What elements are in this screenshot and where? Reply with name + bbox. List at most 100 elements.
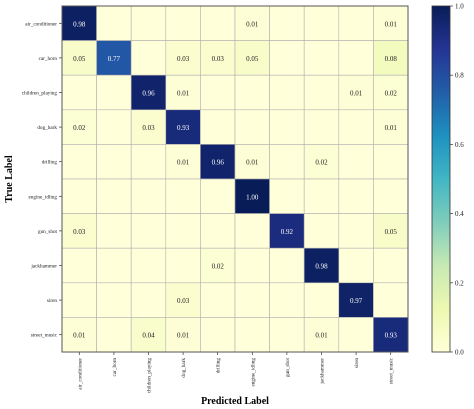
colorbar-tick-label: 0.8 — [455, 72, 464, 80]
heatmap-cell — [303, 74, 340, 111]
x-tick-label: siren — [354, 358, 360, 368]
heatmap-cell — [96, 109, 132, 145]
cell-value-label: 0.93 — [385, 332, 398, 340]
cell-value-label: 0.03 — [73, 228, 86, 236]
heatmap-cell — [96, 144, 132, 180]
x-tick-label: car_horn — [112, 358, 118, 377]
heatmap-cell — [234, 74, 270, 111]
heatmap-cell — [200, 178, 236, 214]
heatmap-cell — [61, 5, 97, 41]
heatmap-cell — [96, 282, 132, 318]
y-tick-label: car_horn — [39, 56, 58, 62]
heatmap-cell — [61, 282, 97, 318]
heatmap-cell — [61, 178, 97, 214]
heatmap-cell — [165, 282, 201, 318]
heatmap-cell — [130, 5, 167, 41]
x-tick-label: air_conditioner — [77, 358, 83, 390]
heatmap-cell — [200, 247, 236, 284]
heatmap-cell — [338, 40, 374, 76]
heatmap-cell — [303, 178, 340, 214]
heatmap-cell — [200, 5, 236, 41]
heatmap-cell — [234, 178, 270, 214]
heatmap-cell — [130, 247, 167, 284]
heatmap-cell — [165, 213, 201, 249]
heatmap-cell — [338, 5, 374, 41]
heatmap-cell — [234, 247, 270, 284]
heatmap-cell — [96, 213, 132, 249]
y-tick-label: dog_bark — [37, 125, 57, 131]
heatmap-cell — [373, 5, 409, 41]
heatmap-cell — [130, 178, 167, 214]
heatmap-cell — [130, 213, 167, 249]
heatmap-cell — [200, 74, 236, 111]
heatmap-cell — [373, 109, 409, 145]
heatmap-cell — [373, 317, 409, 353]
heatmap-cell — [96, 317, 132, 353]
cell-value-label: 0.93 — [177, 124, 190, 132]
heatmap-cell — [269, 74, 305, 111]
x-tick-label: children_playing — [147, 358, 153, 394]
heatmap-cell — [338, 74, 374, 111]
y-tick-labels: air_conditioner car_horn children_playingd… — [22, 21, 62, 339]
cell-value-label: 0.05 — [385, 228, 398, 236]
colorbar-tick-label: 1.0 — [455, 3, 464, 11]
heatmap-cell — [96, 178, 132, 214]
heatmap-cell — [338, 178, 374, 214]
y-axis-label: True Label — [4, 155, 15, 203]
heatmap-cell — [373, 247, 409, 284]
heatmap-cell — [234, 282, 270, 318]
cell-value-label: 0.01 — [73, 332, 86, 340]
heatmap-cell — [338, 247, 374, 284]
colorbar — [431, 5, 451, 353]
heatmap-cell — [200, 317, 236, 353]
cell-value-label: 0.01 — [385, 20, 398, 28]
colorbar-tick-label: 0.6 — [455, 141, 464, 149]
x-tick-label: gun_shot — [285, 357, 291, 377]
heatmap-cell — [303, 317, 340, 353]
cell-value-label: 0.02 — [73, 124, 86, 132]
heatmap-cell — [269, 213, 305, 249]
y-tick-label: street_music — [31, 333, 58, 339]
cell-value-label: 0.05 — [246, 55, 259, 63]
heatmap-cell — [234, 213, 270, 249]
cell-value-label: 0.98 — [73, 20, 86, 28]
cell-value-label: 0.03 — [177, 55, 190, 63]
colorbar-tick-label: 0.0 — [455, 349, 464, 357]
y-tick-label: drilling — [42, 160, 58, 166]
cell-value-label: 0.96 — [212, 159, 225, 167]
cell-value-label: 0.03 — [177, 297, 190, 305]
x-tick-label: drilling — [216, 358, 222, 374]
cell-value-label: 0.01 — [385, 124, 398, 132]
cell-value-label: 0.03 — [212, 55, 225, 63]
heatmap-cell-labels: 0.98 0.01 0.01 0.05 0.77 0.03 0.03 0.05 0.08 0.96… — [73, 20, 397, 339]
heatmap-cell — [165, 40, 201, 76]
cell-value-label: 0.01 — [177, 90, 190, 98]
heatmap-cell — [303, 144, 340, 180]
cell-value-label: 0.01 — [246, 159, 259, 167]
heatmap-cell — [96, 5, 132, 41]
heatmap-cell — [303, 282, 340, 318]
heatmap-cell — [338, 144, 374, 180]
cell-value-label: 0.96 — [142, 90, 155, 98]
heatmap-cell — [200, 213, 236, 249]
x-axis-label: Predicted Label — [201, 396, 269, 407]
heatmap-cell — [338, 213, 374, 249]
heatmap-cell — [373, 40, 409, 76]
x-tick-label: street_music — [389, 357, 395, 384]
heatmap-cell — [269, 282, 305, 318]
heatmap-cell — [61, 74, 97, 111]
heatmap-cell — [303, 109, 340, 145]
heatmap-cell — [61, 144, 97, 180]
heatmap-cell — [165, 247, 201, 284]
y-tick-label: siren — [47, 298, 57, 304]
heatmap-cell — [200, 144, 236, 180]
heatmap-cell — [130, 74, 167, 111]
cell-value-label: 0.02 — [315, 159, 328, 167]
cell-value-label: 0.02 — [212, 263, 225, 271]
cell-value-label: 0.03 — [142, 124, 155, 132]
heatmap-cells — [61, 5, 409, 353]
heatmap-cell — [338, 109, 374, 145]
heatmap-cell — [130, 282, 167, 318]
cell-value-label: 0.01 — [177, 159, 190, 167]
